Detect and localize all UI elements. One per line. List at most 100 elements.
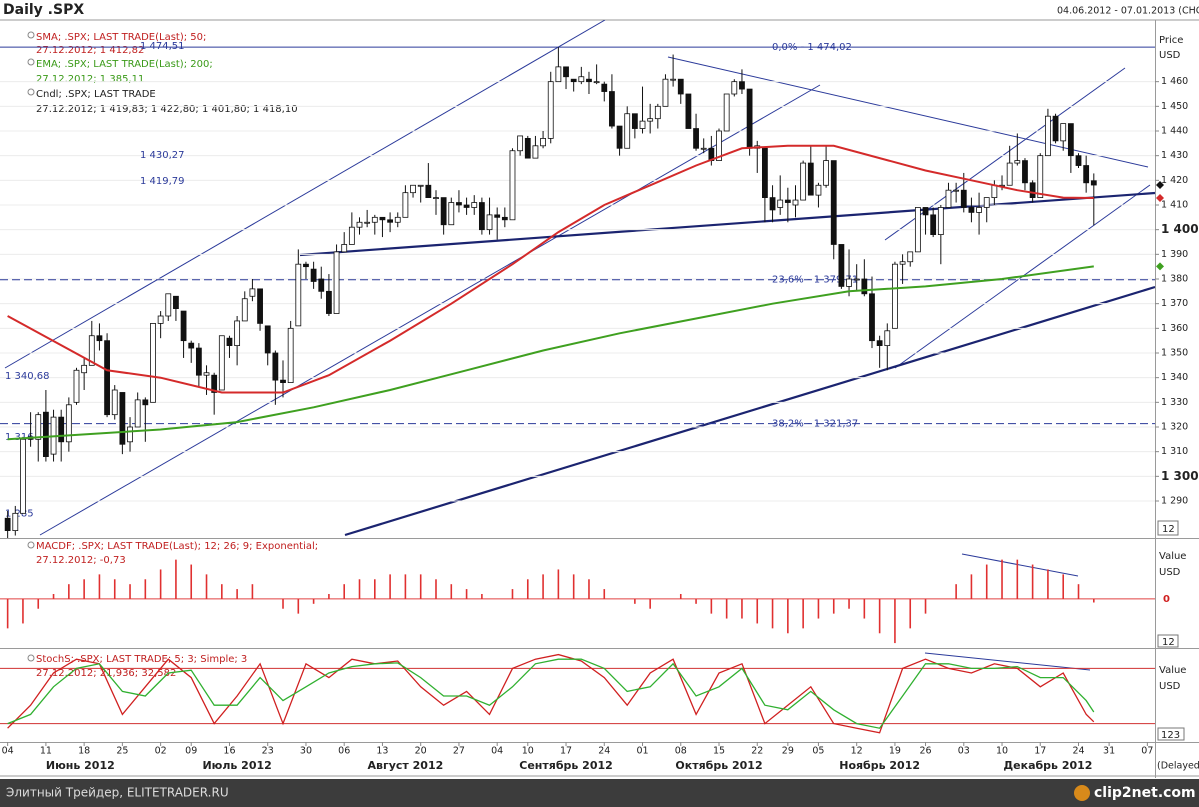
candle-body <box>134 399 141 428</box>
month-label: Сентябрь 2012 <box>519 759 613 772</box>
price-marker <box>1156 181 1164 190</box>
candle-body <box>157 315 164 324</box>
x-tick-label: 22 <box>751 746 763 757</box>
candle-body <box>1006 162 1013 186</box>
candle-body <box>609 91 615 127</box>
x-tick-label: 17 <box>560 746 572 757</box>
candle-body <box>830 160 837 245</box>
candle-body <box>578 76 585 83</box>
badge-box <box>1157 634 1179 648</box>
legend-candles: Cndl; .SPX; LAST TRADE <box>36 89 156 100</box>
y-tick-label: 1 340 <box>1161 372 1188 383</box>
price-note: 1 316 <box>5 432 34 443</box>
y-tick-label: 1 440 <box>1161 126 1188 137</box>
candle-body <box>241 298 248 322</box>
legend-sma-value: 27.12.2012; 1 412,82 <box>36 45 144 56</box>
candle-body <box>402 192 409 218</box>
x-tick-label: 05 <box>812 746 824 757</box>
y-tick-label: 1 400 <box>1161 222 1199 236</box>
candle-body <box>471 202 478 208</box>
price-note: 1 430,27 <box>140 150 185 161</box>
candle-body <box>1037 155 1044 199</box>
price-marker <box>1156 194 1164 203</box>
candle-body <box>417 184 424 187</box>
indicator-line <box>7 265 1094 441</box>
candle-body <box>937 207 944 235</box>
candle-body <box>1045 115 1051 157</box>
candle-body <box>968 207 975 213</box>
x-tick-label: 02 <box>155 746 167 757</box>
candle-body <box>4 517 11 531</box>
candle-body <box>723 93 730 132</box>
candle-body <box>930 214 937 236</box>
candle-body <box>1067 123 1074 157</box>
oscillator-line <box>7 653 1095 734</box>
candle-body <box>81 364 88 374</box>
candle-body <box>165 293 172 317</box>
candle-body <box>807 162 814 196</box>
candle-body <box>295 263 302 327</box>
candle-body <box>142 399 149 406</box>
candle-body <box>700 147 707 150</box>
candle-body <box>35 414 42 440</box>
candle-body <box>127 426 133 443</box>
y-tick-label: 1 450 <box>1161 101 1188 112</box>
candle-body <box>326 290 332 314</box>
x-tick-label: 13 <box>376 746 388 757</box>
x-tick-label: 18 <box>78 746 90 757</box>
candle-body <box>777 199 784 208</box>
candle-body <box>762 147 768 198</box>
legend-candles-value: 27.12.2012; 1 419,83; 1 422,80; 1 401,80… <box>36 104 298 115</box>
badge-box <box>1157 520 1179 536</box>
candle-body <box>371 216 378 223</box>
candle-body <box>945 189 952 208</box>
legend-ema-value: 27.12.2012; 1 385,11 <box>36 74 144 85</box>
x-tick-label: 30 <box>300 746 312 757</box>
candle-body <box>983 197 990 208</box>
legend-sma: SMA; .SPX; LAST TRADE(Last); 50; <box>36 32 206 43</box>
candle-body <box>876 340 883 346</box>
candle-body <box>211 374 218 393</box>
month-label: Август 2012 <box>368 759 444 772</box>
x-tick-label: 12 <box>851 746 863 757</box>
candle-body <box>478 202 485 231</box>
candle-body <box>739 81 745 90</box>
fib-label: 23,6% - 1 379,71 <box>772 275 858 286</box>
y-tick-label: 1 430 <box>1161 150 1188 161</box>
x-tick-label: 15 <box>713 746 725 757</box>
status: (Delayed <box>1157 761 1199 772</box>
axis-unit: USD <box>1159 50 1181 61</box>
candle-body <box>746 88 753 149</box>
candle-body <box>631 113 638 129</box>
x-tick-label: 16 <box>223 746 235 757</box>
candle-body <box>364 221 371 224</box>
x-tick-label: 17 <box>1034 746 1046 757</box>
axis-unit: USD <box>1159 681 1181 692</box>
candle-body <box>88 335 95 366</box>
candle-body <box>218 335 225 391</box>
date-range: 04.06.2012 - 07.01.2013 (CHO <box>1057 6 1199 17</box>
candle-body <box>914 207 921 253</box>
candle-body <box>509 150 516 221</box>
candle-body <box>12 512 19 531</box>
candle-body <box>257 288 263 324</box>
month-label: Декабрь 2012 <box>1003 759 1092 772</box>
price-marker <box>1156 262 1164 271</box>
x-tick-label: 24 <box>598 746 610 757</box>
y-tick-label: 1 350 <box>1161 348 1188 359</box>
candle-body <box>792 199 799 206</box>
candle-body <box>601 83 608 92</box>
candle-body <box>907 251 914 263</box>
x-tick-label: 09 <box>185 746 197 757</box>
axis-label: Value <box>1159 665 1186 676</box>
candle-body <box>716 130 722 162</box>
candle-body <box>119 392 126 445</box>
candle-body <box>180 310 187 342</box>
price-note: 1 285 <box>5 508 34 519</box>
candle-body <box>203 372 210 376</box>
x-tick-label: 27 <box>453 746 465 757</box>
candle-body <box>532 145 539 159</box>
candle-body <box>433 197 439 200</box>
